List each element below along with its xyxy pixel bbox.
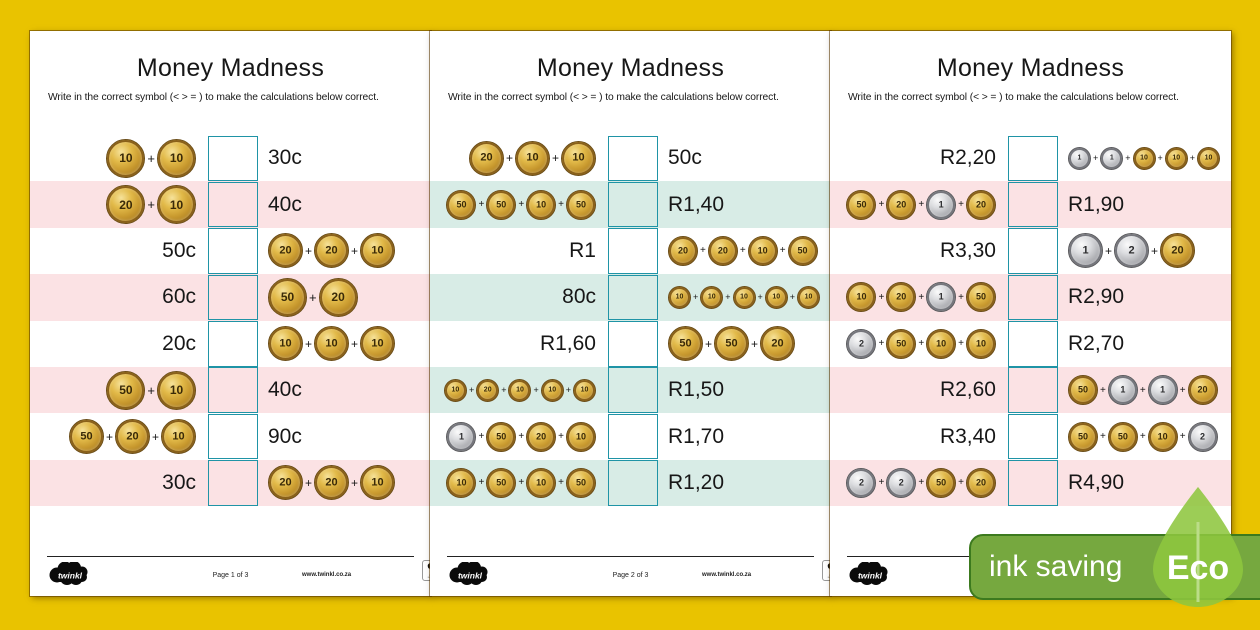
svg-text:Eco: Eco [1167, 549, 1229, 587]
